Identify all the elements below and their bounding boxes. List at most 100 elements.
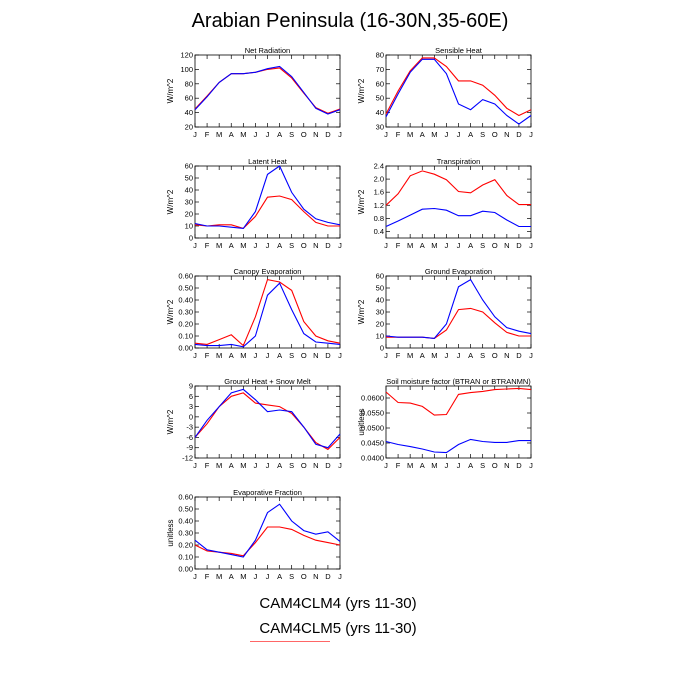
x-tick-label: J — [338, 130, 342, 139]
panel-canopy-evaporation: Canopy Evaporation W/m^2 0.00 0.10 0.20 0.30 0… — [166, 267, 342, 360]
panel-title: Net Radiation — [245, 46, 290, 55]
x-tick-label: M — [240, 241, 246, 250]
y-tick-label: 20 — [376, 320, 384, 329]
y-tick-label: 0.20 — [178, 320, 193, 329]
x-tick-label: J — [529, 130, 533, 139]
x-tick-label: A — [420, 130, 425, 139]
x-tick-label: D — [516, 130, 522, 139]
y-tick-label: 50 — [376, 284, 384, 293]
y-tick-label: 0.0450 — [361, 439, 384, 448]
plot-frame — [194, 165, 341, 239]
panel-title: Ground Heat + Snow Melt — [224, 377, 311, 386]
y-tick-label: 60 — [185, 162, 193, 171]
x-tick-label: M — [216, 130, 222, 139]
x-tick-label: J — [384, 130, 388, 139]
panel-title: Transpiration — [437, 157, 481, 166]
x-tick-label: D — [325, 130, 331, 139]
x-tick-label: A — [229, 130, 234, 139]
x-tick-label: J — [457, 241, 461, 250]
x-tick-label: J — [445, 241, 449, 250]
panel-evaporative-fraction: Evaporative Fraction unitless 0.00 0.10 0.20… — [166, 488, 342, 581]
x-tick-label: M — [407, 461, 413, 470]
x-tick-label: N — [504, 351, 509, 360]
y-tick-label: -6 — [186, 433, 193, 442]
x-tick-label: A — [277, 461, 282, 470]
x-tick-label: M — [216, 351, 222, 360]
series-line-cam4clm4 — [194, 165, 341, 229]
panel-title: Latent Heat — [248, 157, 288, 166]
y-axis-label: W/m^2 — [166, 78, 175, 103]
y-tick-label: 2.0 — [374, 175, 384, 184]
y-tick-label: 30 — [376, 308, 384, 317]
x-tick-label: A — [420, 351, 425, 360]
y-axis-label: unitless — [357, 408, 366, 435]
x-tick-label: S — [480, 241, 485, 250]
x-tick-label: O — [301, 241, 307, 250]
y-tick-label: -3 — [186, 423, 193, 432]
y-tick-label: 0.40 — [178, 517, 193, 526]
panel-title: Soil moisture factor (BTRAN or BTRANMN) — [386, 377, 531, 386]
plot-frame — [385, 385, 532, 459]
x-tick-label: M — [431, 351, 437, 360]
y-tick-label: 70 — [376, 65, 384, 74]
x-tick-label: F — [396, 461, 401, 470]
x-tick-label: N — [504, 241, 509, 250]
x-tick-label: J — [445, 130, 449, 139]
x-tick-label: J — [445, 461, 449, 470]
x-tick-label: N — [313, 130, 318, 139]
x-tick-label: M — [216, 461, 222, 470]
x-tick-label: D — [325, 241, 331, 250]
x-tick-label: S — [480, 130, 485, 139]
x-tick-label: A — [420, 461, 425, 470]
x-tick-label: A — [229, 241, 234, 250]
x-tick-label: S — [289, 130, 294, 139]
y-tick-label: 10 — [185, 222, 193, 231]
x-tick-label: A — [468, 351, 473, 360]
x-tick-label: D — [516, 351, 522, 360]
x-tick-label: J — [254, 130, 258, 139]
y-tick-label: -9 — [186, 443, 193, 452]
x-tick-label: M — [240, 351, 246, 360]
x-tick-label: A — [277, 351, 282, 360]
x-tick-label: J — [254, 461, 258, 470]
y-tick-label: 10 — [376, 332, 384, 341]
series-line-cam4clm5 — [386, 307, 531, 339]
x-tick-label: M — [407, 241, 413, 250]
x-tick-label: A — [277, 572, 282, 581]
x-tick-label: J — [384, 241, 388, 250]
y-tick-label: 0.00 — [178, 344, 193, 353]
series-line-cam4clm5 — [385, 387, 532, 416]
y-tick-label: 0.10 — [178, 553, 193, 562]
x-tick-label: J — [266, 130, 270, 139]
x-tick-label: J — [338, 461, 342, 470]
series-line-cam4clm4 — [385, 278, 532, 339]
y-tick-label: 60 — [376, 79, 384, 88]
x-tick-label: J — [338, 351, 342, 360]
y-tick-label: 20 — [185, 123, 193, 132]
y-tick-label: 60 — [185, 94, 193, 103]
x-tick-label: O — [301, 572, 307, 581]
series-line-cam4clm4 — [385, 58, 532, 125]
x-tick-label: F — [205, 351, 210, 360]
y-tick-label: 30 — [376, 123, 384, 132]
x-tick-label: N — [313, 572, 318, 581]
y-tick-label: 0.0550 — [361, 409, 384, 418]
y-tick-label: 20 — [185, 210, 193, 219]
x-tick-label: J — [254, 351, 258, 360]
y-tick-label: 1.2 — [374, 201, 384, 210]
y-tick-label: 50 — [185, 174, 193, 183]
x-tick-label: M — [240, 461, 246, 470]
x-tick-label: D — [325, 351, 331, 360]
x-tick-label: M — [431, 241, 437, 250]
x-tick-label: A — [229, 461, 234, 470]
y-tick-label: 0.0600 — [361, 394, 384, 403]
y-axis-label: W/m^2 — [166, 189, 175, 214]
x-tick-label: A — [229, 351, 234, 360]
y-tick-label: 0.60 — [178, 493, 193, 502]
y-tick-label: 80 — [376, 51, 384, 60]
x-tick-label: J — [266, 241, 270, 250]
legend-label-cam4clm5: CAM4CLM5 (yrs 11-30) — [259, 620, 417, 637]
series-line-cam4clm4 — [194, 65, 341, 115]
